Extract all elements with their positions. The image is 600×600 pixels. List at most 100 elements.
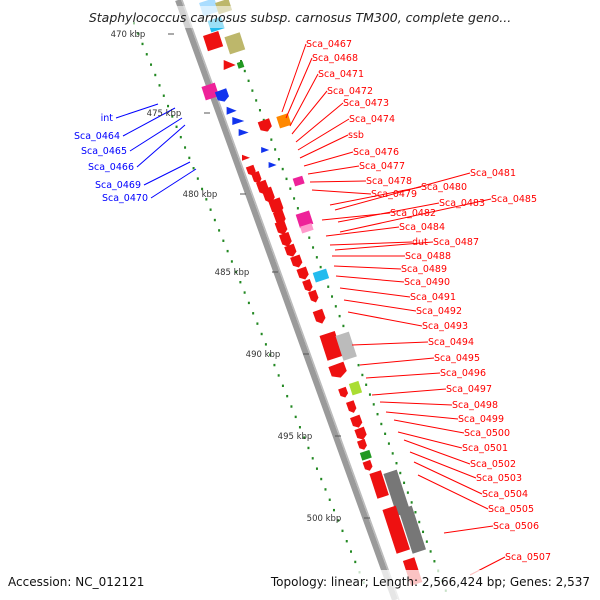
gene-label-right[interactable]: Sca_0493 (422, 321, 468, 332)
gene-label-right[interactable]: Sca_0479 (371, 189, 417, 200)
gene-feature[interactable] (251, 170, 263, 185)
gene-feature[interactable] (348, 380, 363, 396)
gene-feature[interactable] (224, 32, 246, 55)
gene-label-right[interactable]: Sca_0474 (349, 114, 395, 125)
leader-line (291, 90, 328, 135)
gene-feature[interactable] (362, 459, 374, 472)
gene-label-right[interactable]: Sca_0467 (306, 39, 352, 50)
gene-label-right[interactable]: Sca_0495 (434, 353, 480, 364)
gene-feature[interactable] (302, 278, 314, 293)
gene-label-left[interactable]: Sca_0465 (81, 146, 127, 157)
gene-feature[interactable] (268, 162, 277, 168)
gene-label-right[interactable]: Sca_0468 (312, 53, 358, 64)
gene-feature[interactable] (257, 118, 273, 133)
gene-label-right[interactable]: Sca_0472 (327, 86, 373, 97)
gene-feature[interactable] (278, 231, 293, 249)
gene-feature[interactable] (398, 505, 426, 554)
gene-feature[interactable] (232, 117, 245, 125)
gene-feature[interactable] (245, 164, 257, 177)
gene-label-right[interactable]: Sca_0501 (462, 443, 508, 454)
gene-label-left[interactable]: int (101, 113, 114, 124)
gene-feature[interactable] (203, 31, 224, 52)
gene-feature[interactable] (300, 223, 314, 234)
gene-label-right[interactable]: Sca_0505 (488, 504, 534, 515)
leader-line (413, 461, 483, 495)
gene-feature[interactable] (223, 60, 236, 70)
gene-label-right[interactable]: Sca_0503 (476, 473, 522, 484)
gene-label-right[interactable]: Sca_0477 (359, 161, 405, 172)
gene-feature[interactable] (236, 61, 245, 69)
gene-feature[interactable] (276, 113, 292, 129)
gene-feature[interactable] (312, 308, 327, 326)
gene-label-right[interactable]: Sca_0476 (353, 147, 399, 158)
gene-label-right[interactable]: Sca_0478 (366, 176, 412, 187)
gene-label-right[interactable]: Sca_0499 (458, 414, 504, 425)
gene-feature[interactable] (338, 386, 349, 399)
gene-feature[interactable] (382, 505, 410, 554)
gene-label-right[interactable]: Sca_0494 (428, 337, 474, 348)
gene-feature[interactable] (383, 469, 411, 516)
gene-label-right[interactable]: Sca_0487 (433, 237, 479, 248)
gene-feature[interactable] (261, 147, 270, 153)
gene-label-right[interactable]: Sca_0491 (410, 292, 456, 303)
gene-label-right[interactable]: Sca_0482 (390, 208, 436, 219)
gene-label-right[interactable]: Sca_0488 (405, 251, 451, 262)
gene-label-left[interactable]: Sca_0464 (74, 131, 120, 142)
leader-line (371, 388, 447, 396)
gene-label-right[interactable]: Sca_0500 (464, 428, 510, 439)
leader-line (347, 311, 423, 327)
gene-label-right[interactable]: Sca_0496 (440, 368, 486, 379)
gene-feature[interactable] (274, 219, 289, 237)
gene-feature[interactable] (296, 266, 310, 281)
gene-feature[interactable] (328, 361, 348, 381)
gene-feature[interactable] (214, 88, 230, 103)
gene-label-right[interactable]: Sca_0498 (452, 400, 498, 411)
gene-feature[interactable] (308, 289, 320, 304)
gene-label-right[interactable]: Sca_0484 (399, 222, 445, 233)
gene-feature[interactable] (350, 414, 364, 430)
kbp-scale-mark: 500 kbp (307, 514, 370, 524)
gene-label-right[interactable]: Sca_0481 (470, 168, 516, 179)
gene-label-right[interactable]: ssb (348, 130, 364, 141)
gene-label-left[interactable]: Sca_0466 (88, 162, 134, 173)
gene-feature[interactable] (359, 449, 372, 461)
gene-label-right[interactable]: Sca_0489 (401, 264, 447, 275)
kbp-scale-mark: 495 kbp (278, 432, 341, 442)
gene-label-right[interactable]: dut (412, 237, 428, 248)
gene-feature[interactable] (295, 210, 314, 229)
gene-label-right[interactable]: Sca_0507 (505, 552, 551, 563)
gene-label-right[interactable]: Sca_0506 (493, 521, 539, 532)
gene-feature[interactable] (312, 268, 330, 283)
gene-label-left[interactable]: Sca_0470 (102, 193, 148, 204)
gene-label-right[interactable]: Sca_0480 (421, 182, 467, 193)
gene-feature[interactable] (241, 154, 250, 161)
gene-feature[interactable] (268, 197, 285, 216)
gene-feature[interactable] (346, 400, 358, 414)
gene-label-right[interactable]: Sca_0497 (446, 384, 492, 395)
gene-label-right[interactable]: Sca_0471 (318, 69, 364, 80)
gene-feature[interactable] (284, 243, 298, 259)
gene-feature[interactable] (226, 106, 237, 115)
gene-label-right[interactable]: Sca_0502 (470, 459, 516, 470)
accession-text: Accession: NC_012121 (8, 575, 144, 589)
gene-feature[interactable] (335, 331, 357, 361)
gene-feature[interactable] (238, 129, 249, 136)
gene-label-right[interactable]: Sca_0483 (439, 198, 485, 209)
leader-line (365, 372, 441, 379)
gene-feature[interactable] (261, 186, 277, 205)
leader-line (329, 186, 422, 206)
gene-label-right[interactable]: Sca_0490 (404, 277, 450, 288)
gene-feature[interactable] (354, 426, 368, 442)
gene-feature[interactable] (292, 175, 305, 187)
gene-feature[interactable] (290, 254, 304, 269)
gene-label-right[interactable]: Sca_0504 (482, 489, 528, 500)
gene-feature[interactable] (369, 470, 389, 499)
gene-label-right[interactable]: Sca_0473 (343, 98, 389, 109)
gene-feature[interactable] (201, 82, 220, 101)
leader-line (397, 431, 463, 449)
leader-line (285, 57, 313, 119)
gene-label-left[interactable]: Sca_0469 (95, 180, 141, 191)
gene-feature[interactable] (357, 438, 368, 451)
gene-label-right[interactable]: Sca_0492 (416, 306, 462, 317)
gene-label-right[interactable]: Sca_0485 (491, 194, 537, 205)
